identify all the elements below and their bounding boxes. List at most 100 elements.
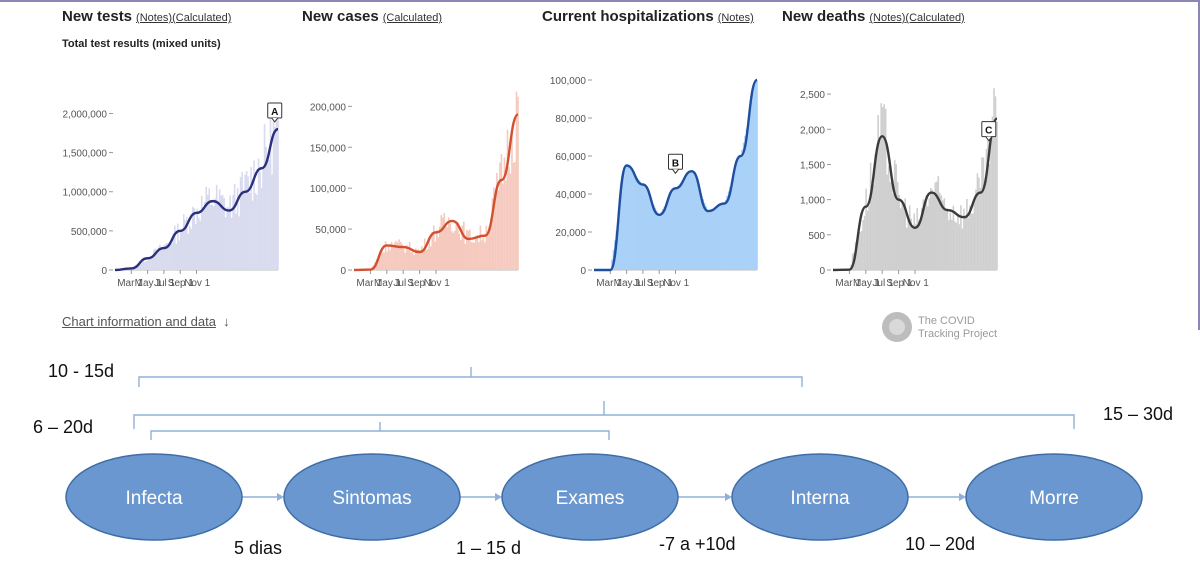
gap-label-1: 5 dias xyxy=(234,538,283,558)
charts-canvas: 0 500,000 1,000,000 1,500,000 2,000,000 Mar 1… xyxy=(63,76,999,289)
calculated-link[interactable]: (Calculated) xyxy=(172,12,232,24)
logo-circle-icon xyxy=(882,312,912,342)
x-tick-label: Mar 1 xyxy=(835,278,861,289)
bracket-line xyxy=(133,414,1075,429)
y-tick-label: 100,000 xyxy=(550,76,587,87)
y-tick-label: 0 xyxy=(340,266,346,277)
x-tick-label: Nov 1 xyxy=(184,278,211,289)
marker-label: B xyxy=(672,158,679,169)
panel-new-cases: New cases (Calculated) xyxy=(302,8,532,308)
span-bracket xyxy=(133,401,1075,429)
span-bracket xyxy=(138,367,803,387)
trend-line xyxy=(353,113,520,272)
flow-node-ellipse xyxy=(501,453,679,541)
area-fill xyxy=(594,80,757,270)
span-label-10-15d: 10 - 15d xyxy=(48,361,115,381)
x-tick-label: Mar 1 xyxy=(356,278,382,289)
flow-node-ellipse xyxy=(731,453,909,541)
panel-new-deaths: New deaths (Notes)(Calculated) xyxy=(782,8,1012,308)
download-arrow-icon[interactable]: ↓ xyxy=(223,314,230,329)
trend-line xyxy=(832,117,999,272)
marker-pointer xyxy=(672,169,679,175)
flow-node-label: Interna xyxy=(790,488,850,509)
y-tick-label: 0 xyxy=(101,266,107,277)
y-tick-label: 1,000,000 xyxy=(63,188,108,199)
y-tick-label: 1,000 xyxy=(800,196,825,207)
chart-info-link[interactable]: Chart information and data xyxy=(62,314,216,329)
calculated-link[interactable]: (Calculated) xyxy=(382,12,443,24)
span-bracket xyxy=(150,422,610,440)
top-border xyxy=(0,0,1200,2)
x-tick-label: Sep 1 xyxy=(168,278,195,289)
y-tick-label: 60,000 xyxy=(555,152,586,163)
x-tick-label: May 1 xyxy=(853,278,881,289)
flow-node-interna: Interna xyxy=(731,453,909,541)
flow-node-exames: Exames xyxy=(501,453,679,541)
gap-label-4: 10 – 20d xyxy=(905,534,976,554)
marker-pointer xyxy=(271,117,279,123)
marker-pointer xyxy=(985,136,993,142)
chart-info[interactable]: Chart information and data ↓ xyxy=(62,314,230,329)
bracket-line xyxy=(138,376,803,387)
logo-text: The COVID Tracking Project xyxy=(918,315,998,340)
y-tick-label: 40,000 xyxy=(555,190,586,201)
trend-line xyxy=(594,78,759,272)
x-tick-label: Mar 1 xyxy=(596,278,622,289)
flow-node-ellipse xyxy=(965,453,1143,541)
panel-new-tests: New tests (Notes)(Calculated) Total test … xyxy=(62,8,292,308)
notes-link[interactable]: (Notes) xyxy=(136,12,173,24)
marker-c: C xyxy=(981,121,997,142)
notes-link[interactable]: (Notes) xyxy=(717,12,754,24)
flow-node-sintomas: Sintomas xyxy=(283,453,461,541)
y-tick-label: 0 xyxy=(819,266,825,277)
x-tick-label: Nov 1 xyxy=(663,278,690,289)
flow-arrow-head xyxy=(495,493,502,501)
flow-node-label: Sintomas xyxy=(332,488,411,509)
y-tick-label: 2,000 xyxy=(800,125,825,136)
gap-label-3: -7 a +10d xyxy=(659,534,736,554)
x-tick-label: Jul 1 xyxy=(393,278,415,289)
x-tick-label: May 1 xyxy=(135,278,163,289)
y-tick-label: 50,000 xyxy=(315,225,346,236)
notes-link[interactable]: (Notes) xyxy=(869,12,906,24)
trend-line xyxy=(114,127,279,272)
flow-node-ellipse xyxy=(283,453,461,541)
marker-a: A xyxy=(267,102,283,123)
y-tick-label: 2,000,000 xyxy=(63,109,108,120)
span-label-15-30d: 15 – 30d xyxy=(1103,404,1174,424)
y-tick-label: 100,000 xyxy=(310,184,347,195)
y-tick-label: 0 xyxy=(580,266,586,277)
bracket-line xyxy=(150,430,610,440)
x-tick-label: Jul 1 xyxy=(872,278,894,289)
x-tick-label: Jul 1 xyxy=(633,278,655,289)
x-tick-label: Nov 1 xyxy=(424,278,451,289)
y-tick-label: 150,000 xyxy=(310,143,347,154)
flow-arrow-head xyxy=(725,493,732,501)
x-tick-label: Mar 1 xyxy=(117,278,143,289)
calculated-link[interactable]: (Calculated) xyxy=(905,12,965,24)
gap-label-2: 1 – 15 d xyxy=(456,538,522,558)
x-tick-label: Jul 1 xyxy=(154,278,176,289)
y-tick-label: 200,000 xyxy=(310,102,347,113)
x-tick-label: Sep 1 xyxy=(407,278,434,289)
marker-label: A xyxy=(271,107,278,118)
x-tick-label: Sep 1 xyxy=(647,278,674,289)
panel-subtitle: Total test results (mixed units) xyxy=(62,38,221,50)
panel-title: New cases (Calculated) xyxy=(302,8,443,25)
panel-title: New deaths (Notes)(Calculated) xyxy=(782,8,965,25)
chart-hosp: 0 20,000 40,000 60,000 80,000 100,000 Mar 1May… xyxy=(550,76,759,289)
y-tick-label: 1,500,000 xyxy=(63,149,108,160)
flow-node-label: Exames xyxy=(556,488,625,509)
x-tick-label: Sep 1 xyxy=(886,278,913,289)
flow-node-ellipse xyxy=(65,453,243,541)
marker-b: B xyxy=(668,153,683,175)
right-border xyxy=(1198,0,1200,330)
panel-title: Current hospitalizations (Notes) xyxy=(542,8,754,25)
y-tick-label: 20,000 xyxy=(555,228,586,239)
span-label-6-20d: 6 – 20d xyxy=(33,417,94,437)
flow-node-label: Morre xyxy=(1029,488,1079,509)
x-tick-label: May 1 xyxy=(374,278,402,289)
flow-arrow-head xyxy=(959,493,966,501)
marker-label: C xyxy=(985,126,992,137)
